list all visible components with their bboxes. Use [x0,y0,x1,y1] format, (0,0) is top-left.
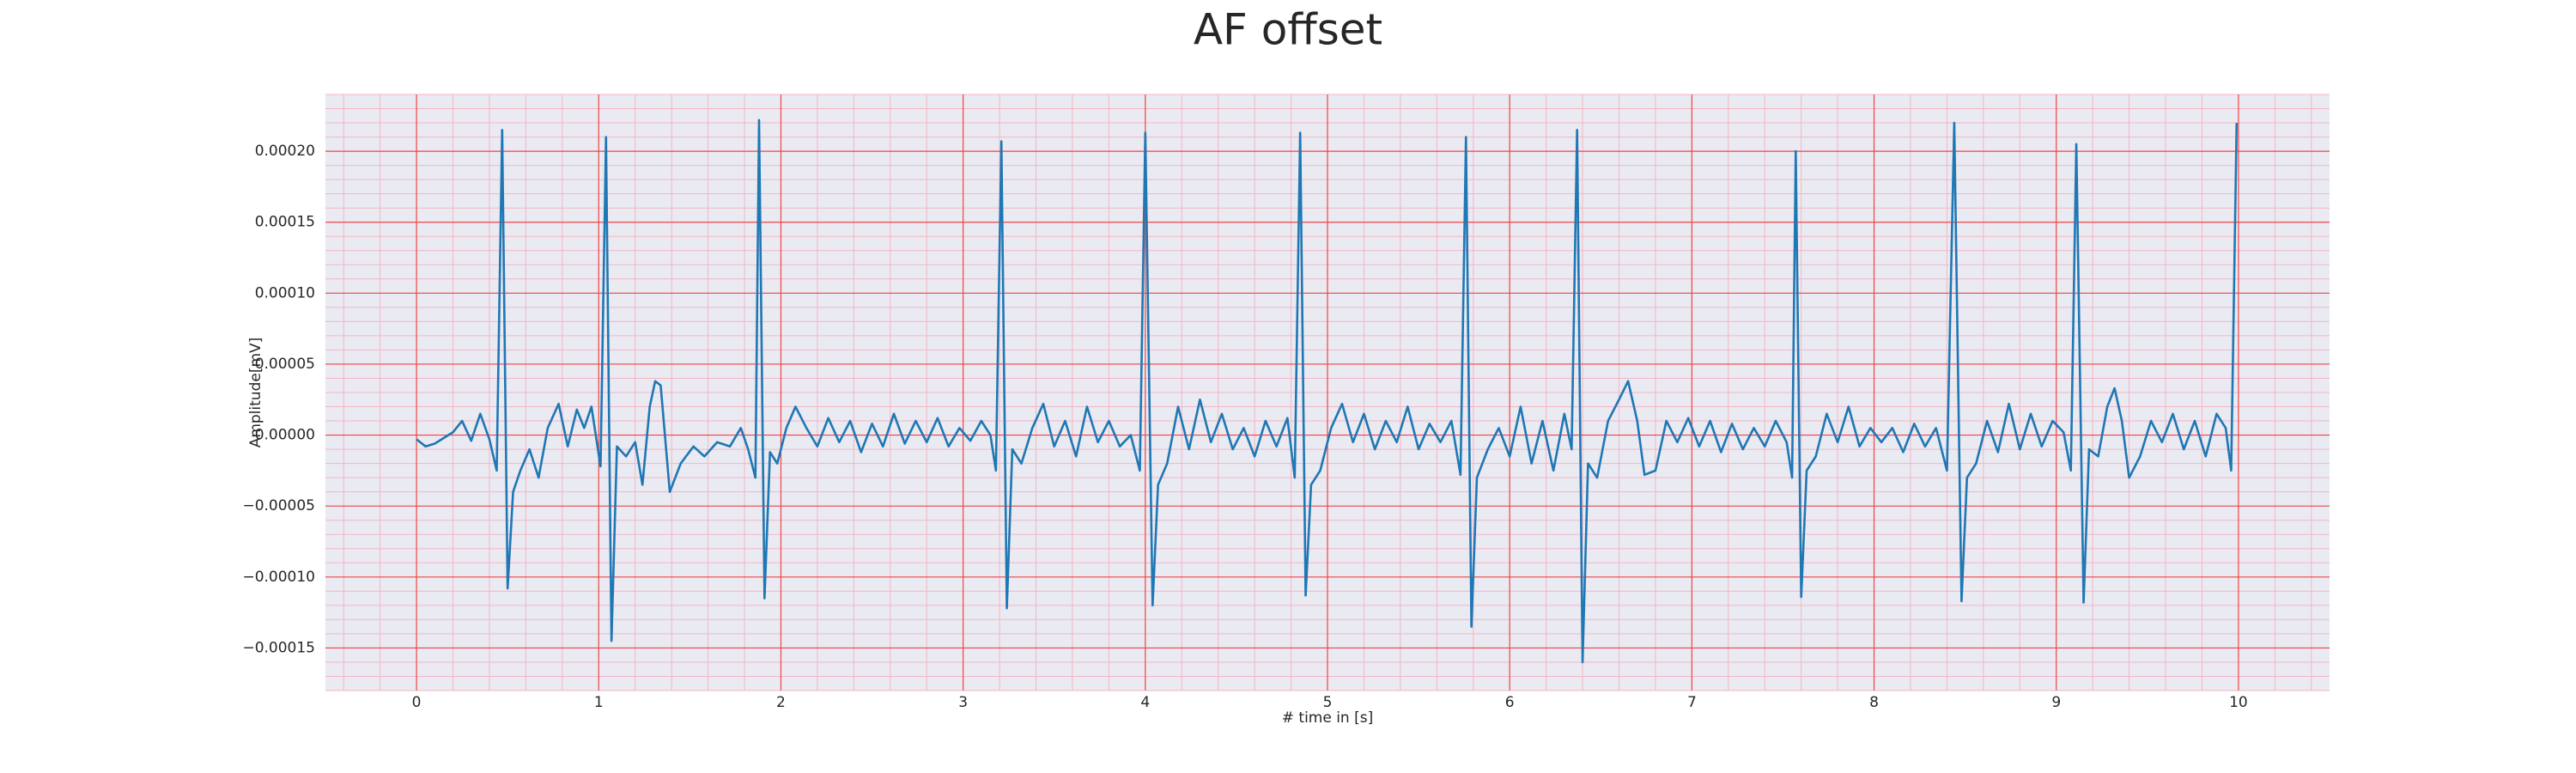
x-tick-label: 5 [1323,694,1333,711]
y-tick-label: 0.00010 [255,284,315,301]
y-tick-label: 0.00005 [255,356,315,373]
chart-title: AF offset [1194,5,1382,55]
y-tick-label: 0.00020 [255,143,315,160]
y-axis-label: Amplitude[mV] [247,338,264,448]
x-tick-label: 9 [2051,694,2061,711]
y-tick-label: −0.00015 [242,639,315,656]
x-tick-label: 3 [958,694,968,711]
series-line [416,119,2239,664]
y-tick-label: 0.00015 [255,214,315,231]
x-tick-label: 4 [1140,694,1150,711]
y-tick-label: −0.00005 [242,497,315,514]
x-tick-label: 2 [776,694,786,711]
x-tick-label: 0 [412,694,422,711]
x-tick-label: 6 [1505,694,1515,711]
x-tick-label: 7 [1687,694,1697,711]
x-axis-label: # time in [s] [1282,709,1373,727]
y-tick-label: −0.00010 [242,569,315,586]
plot-area [416,119,2239,664]
x-tick-label: 10 [2229,694,2248,711]
y-tick-label: 0.00000 [255,427,315,444]
grid [325,94,2330,691]
x-tick-label: 1 [594,694,604,711]
x-tick-label: 8 [1869,694,1879,711]
